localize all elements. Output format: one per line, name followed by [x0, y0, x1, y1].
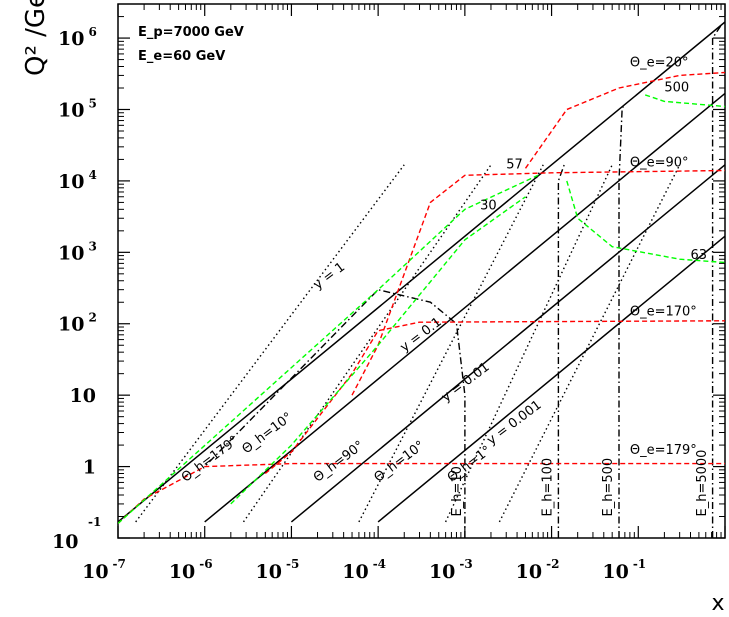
curve-annotation: y = 1: [311, 260, 348, 293]
y-tick-label: 10 3: [58, 239, 97, 264]
curve-annotation: E_h=5000: [695, 450, 710, 517]
x-tick-label: 10 -1: [602, 557, 646, 583]
y-tick-label: 10: [70, 385, 96, 407]
y-axis-title: Q² /GeV²: [21, 0, 51, 76]
series-line-5: [242, 164, 492, 523]
y-tick-label: 1: [83, 457, 96, 479]
x-tick-label: 10 -6: [169, 557, 213, 583]
curve-annotation: Θ_h=90°: [311, 438, 367, 485]
beam-energy-label: E_p=7000 GeV: [138, 25, 244, 40]
plot-frame: [117, 3, 726, 539]
y-tick-label: 10 2: [58, 311, 97, 336]
series-line-18: [118, 174, 539, 524]
beam-energy-label: E_e=60 GeV: [138, 49, 225, 64]
curve-annotation: E_h=100: [541, 458, 556, 517]
curve-annotation: Θ_e=179°: [630, 443, 697, 458]
series-line-12: [711, 25, 722, 538]
series-line-9: [204, 288, 466, 538]
x-tick-label: 10 -2: [516, 557, 560, 583]
curve-annotation: Θ_h=10°: [239, 410, 295, 457]
series-line-10: [557, 164, 565, 538]
series-line-0: [118, 21, 725, 523]
x-axis-title: x: [711, 591, 724, 616]
series-line-20: [644, 94, 725, 108]
curve-annotation: Θ_e=20°: [630, 55, 689, 70]
curve-annotation: y = 0.1: [398, 315, 445, 356]
series-line-19: [566, 180, 725, 264]
series-line-11: [618, 106, 624, 538]
series-line-16: [524, 71, 725, 169]
curve-annotation: 63: [690, 248, 707, 263]
curve-annotation: y = 0.01: [439, 360, 493, 406]
x-tick-label: 10 -4: [342, 557, 386, 583]
series-line-13: [118, 462, 725, 524]
y-tick-label: 10 4: [58, 168, 97, 193]
curve-annotation: 500: [664, 80, 689, 95]
curve-annotation: 30: [480, 198, 497, 213]
series-line-3: [377, 235, 725, 523]
series-line-14: [264, 320, 725, 475]
x-tick-label: 10 -3: [429, 557, 473, 583]
y-tick-label: 10 5: [58, 96, 97, 121]
curve-annotation: E_h=10: [450, 466, 465, 516]
series-line-2: [290, 164, 725, 523]
x-tick-label: 10 -7: [82, 557, 126, 583]
curve-annotation: Θ_e=90°: [630, 155, 689, 170]
series-line-17: [230, 196, 526, 505]
series-line-1: [204, 92, 725, 523]
curve-annotation: 57: [506, 157, 523, 172]
y-tick-label: 10 6: [58, 25, 97, 50]
x-tick-label: 10 -5: [256, 557, 300, 583]
curve-annotation: Θ_e=170°: [630, 305, 697, 320]
curve-annotation: E_h=500: [601, 458, 616, 517]
series-line-8: [498, 164, 681, 523]
curve-annotation: y = 0.001: [484, 398, 544, 449]
curve-annotation: Θ_h=10°: [372, 438, 428, 485]
y-tick-label: 10-1: [52, 515, 101, 553]
